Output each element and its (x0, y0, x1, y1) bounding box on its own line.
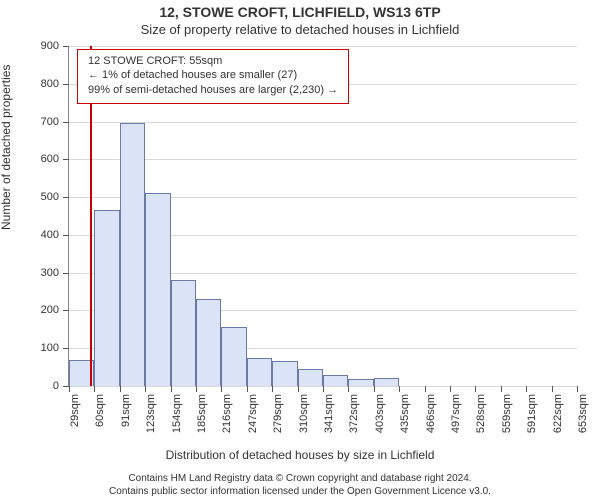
y-tick-label: 100 (41, 342, 59, 354)
x-tick-label: 279sqm (272, 394, 284, 433)
x-tick (196, 386, 197, 392)
x-tick-label: 435sqm (399, 394, 411, 433)
gridline (69, 159, 577, 160)
x-tick (399, 386, 400, 392)
x-tick-label: 559sqm (501, 394, 513, 433)
attribution-line: Contains public sector information licen… (0, 486, 600, 499)
histogram-bar (323, 375, 348, 386)
info-box-line: ← 1% of detached houses are smaller (27) (88, 68, 338, 82)
x-tick (450, 386, 451, 392)
plot-area: 010020030040050060070080090029sqm60sqm91… (68, 46, 577, 387)
y-tick-label: 0 (53, 380, 59, 392)
x-axis-label: Distribution of detached houses by size … (0, 448, 600, 462)
x-tick (323, 386, 324, 392)
x-tick (475, 386, 476, 392)
info-box-line: 12 STOWE CROFT: 55sqm (88, 54, 338, 68)
x-tick-label: 497sqm (450, 394, 462, 433)
histogram-bar (171, 280, 196, 386)
y-axis-label: Number of detached properties (0, 65, 13, 230)
y-tick (63, 348, 69, 349)
histogram-bar (145, 193, 170, 386)
page-subtitle: Size of property relative to detached ho… (0, 22, 600, 37)
x-tick (171, 386, 172, 392)
y-tick-label: 800 (41, 78, 59, 90)
x-tick-label: 29sqm (69, 394, 81, 427)
x-tick-label: 154sqm (171, 394, 183, 433)
x-tick-label: 310sqm (298, 394, 310, 433)
x-tick (298, 386, 299, 392)
y-tick-label: 500 (41, 191, 59, 203)
x-tick (221, 386, 222, 392)
x-tick (272, 386, 273, 392)
x-tick-label: 528sqm (475, 394, 487, 433)
x-tick (94, 386, 95, 392)
x-tick-label: 466sqm (425, 394, 437, 433)
info-box: 12 STOWE CROFT: 55sqm← 1% of detached ho… (77, 49, 349, 104)
y-tick-label: 400 (41, 229, 59, 241)
x-tick-label: 91sqm (120, 394, 132, 427)
y-tick-label: 700 (41, 116, 59, 128)
x-tick (425, 386, 426, 392)
histogram-bar (120, 123, 145, 386)
x-tick-label: 247sqm (247, 394, 259, 433)
x-tick-label: 341sqm (323, 394, 335, 433)
x-tick (348, 386, 349, 392)
histogram-bar (374, 378, 399, 386)
histogram-bar (348, 379, 373, 386)
attribution-line: Contains HM Land Registry data © Crown c… (0, 473, 600, 486)
y-tick (63, 159, 69, 160)
gridline (69, 122, 577, 123)
attribution: Contains HM Land Registry data © Crown c… (0, 473, 600, 498)
y-tick (63, 46, 69, 47)
x-tick-label: 403sqm (374, 394, 386, 433)
y-tick-label: 600 (41, 153, 59, 165)
x-tick (552, 386, 553, 392)
y-tick (63, 122, 69, 123)
x-tick-label: 591sqm (526, 394, 538, 433)
x-tick (69, 386, 70, 392)
y-tick (63, 235, 69, 236)
x-tick (120, 386, 121, 392)
x-tick-label: 60sqm (94, 394, 106, 427)
x-tick-label: 216sqm (221, 394, 233, 433)
x-tick-label: 653sqm (577, 394, 589, 433)
x-tick (526, 386, 527, 392)
y-tick (63, 310, 69, 311)
chart-root: 12, STOWE CROFT, LICHFIELD, WS13 6TP Siz… (0, 0, 600, 500)
info-box-line: 99% of semi-detached houses are larger (… (88, 83, 338, 97)
x-tick (577, 386, 578, 392)
x-tick-label: 372sqm (348, 394, 360, 433)
y-tick (63, 197, 69, 198)
y-tick-label: 300 (41, 267, 59, 279)
histogram-bar (221, 327, 246, 386)
x-tick-label: 123sqm (145, 394, 157, 433)
x-tick-label: 185sqm (196, 394, 208, 433)
histogram-bar (94, 210, 119, 386)
y-tick-label: 900 (41, 40, 59, 52)
x-tick (501, 386, 502, 392)
x-tick (247, 386, 248, 392)
y-tick-label: 200 (41, 304, 59, 316)
x-tick (374, 386, 375, 392)
histogram-bar (196, 299, 221, 386)
x-tick (145, 386, 146, 392)
histogram-bar (272, 361, 297, 386)
gridline (69, 46, 577, 47)
x-tick-label: 622sqm (552, 394, 564, 433)
histogram-bar (247, 358, 272, 386)
histogram-bar (298, 369, 323, 386)
y-tick (63, 273, 69, 274)
y-tick (63, 84, 69, 85)
page-title: 12, STOWE CROFT, LICHFIELD, WS13 6TP (0, 4, 600, 20)
